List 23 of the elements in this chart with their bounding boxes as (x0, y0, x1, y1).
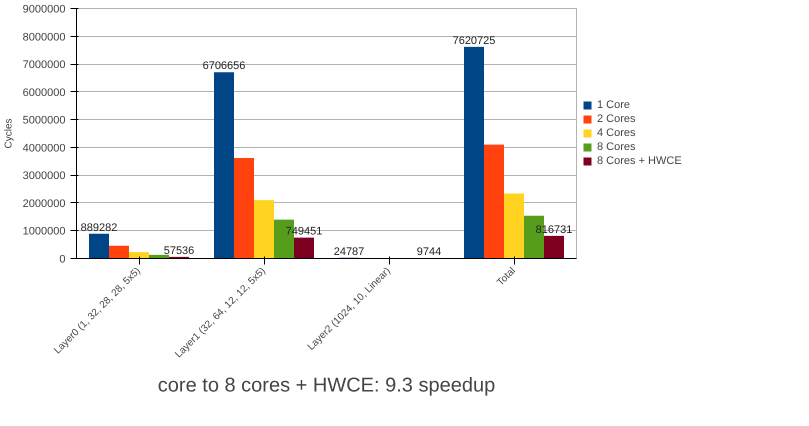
legend-label: 2 Cores (597, 113, 636, 125)
data-label: 7620725 (452, 34, 496, 47)
data-label: 6706656 (202, 60, 246, 72)
y-tick-label: 2000000 (22, 198, 66, 210)
data-label: 57536 (164, 244, 194, 257)
y-tick-label: 8000000 (22, 31, 66, 44)
legend-label: 1 Core (597, 99, 630, 111)
y-tick-label: 7000000 (22, 59, 66, 72)
data-label: 9744 (416, 246, 442, 258)
y-tick-label: 4000000 (22, 142, 66, 154)
y-tick-label: 0 (59, 254, 66, 266)
y-axis-title: Cycles (4, 118, 15, 148)
y-tick-label: 6000000 (22, 86, 66, 99)
y-tick-label: 5000000 (22, 114, 66, 127)
y-tick-label: 9000000 (22, 4, 66, 16)
text: core to 8 cores + HWCE: 9.3 speedup (158, 374, 496, 396)
y-tick-label: 3000000 (22, 170, 66, 182)
legend-label: 8 Cores + HWCE (597, 155, 682, 167)
data-label: 24787 (334, 246, 364, 258)
data-label: 889282 (80, 222, 118, 234)
legend-label: 4 Cores (597, 127, 636, 139)
y-tick-label: 1000000 (22, 226, 66, 238)
legend-label: 8 Cores (597, 141, 636, 153)
